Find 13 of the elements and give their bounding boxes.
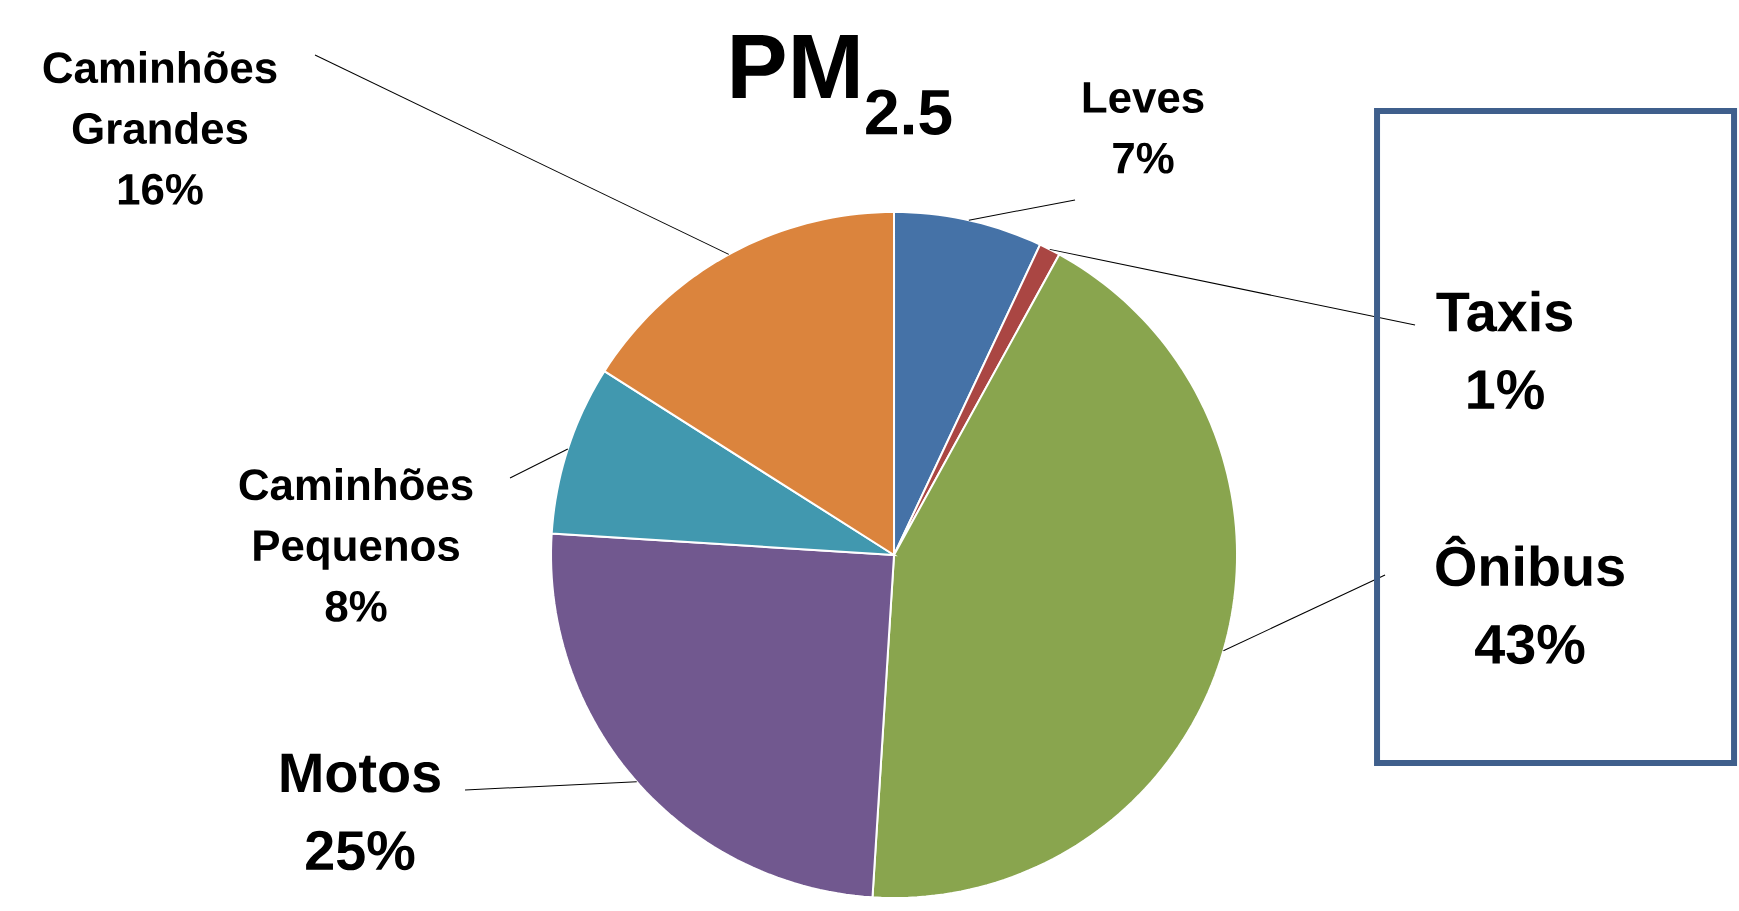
slice-label: Taxis [1436, 290, 1573, 332]
slice-label: Leves [1083, 82, 1204, 113]
data-label: 43% [1475, 624, 1585, 665]
slice-label: Motos [281, 753, 440, 793]
data-label: 8% [325, 590, 387, 622]
data-label: 25% [306, 830, 415, 871]
slice-label: Ônibus [1436, 535, 1624, 587]
data-label: 7% [1113, 142, 1174, 174]
slice-label: Caminhões Grandes [43, 51, 277, 145]
chart-title: PM$_{2.5}$ [732, 35, 952, 135]
slice-label: Caminhões Pequenos [239, 468, 473, 570]
data-label: 1% [1468, 370, 1544, 410]
data-label: 16% [118, 173, 203, 205]
